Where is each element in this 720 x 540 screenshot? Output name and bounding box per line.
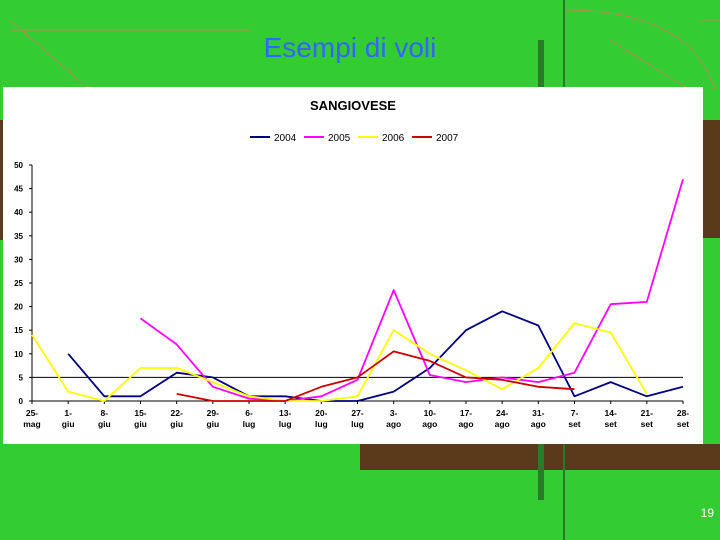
legend-label-2006: 2006 [382,133,405,144]
chart-axes: 0 5 10 15 20 25 30 35 40 45 50 25-mag 1-giu 8-giu 15-g… [14,161,689,429]
x-tick-label: 27-lug [351,408,364,429]
x-tick-label: 15-giu [134,408,147,429]
slide-number: 19 [700,506,714,520]
chart-panel: SANGIOVESE 2004 2005 2006 2007 0 5 10 15 20 25 30… [3,87,703,444]
chart-legend: 2004 2005 2006 2007 [250,133,459,144]
y-tick-label: 35 [14,232,23,241]
x-tick-label: 25-mag [23,408,40,429]
y-tick-label: 0 [19,397,24,406]
x-tick-label: 22-giu [170,408,183,429]
series-line-2007 [176,350,575,402]
series-line-2005 [139,178,684,402]
series-line-2004 [67,310,684,402]
chart-title: SANGIOVESE [310,98,396,113]
x-tick-label: 21-set [641,408,653,429]
x-tick-label: 6-lug [243,408,256,429]
y-tick-label: 30 [14,255,23,264]
x-tick-label: 1-giu [62,408,75,429]
x-tick-label: 8-giu [98,408,111,429]
x-tick-label: 24-ago [495,408,510,429]
x-tick-label: 13-lug [279,408,292,429]
x-tick-label: 10-ago [422,408,437,429]
legend-label-2005: 2005 [328,133,351,144]
legend-label-2004: 2004 [274,133,297,144]
line-chart: SANGIOVESE 2004 2005 2006 2007 0 5 10 15 20 25 30… [14,98,689,429]
legend-label-2007: 2007 [436,133,459,144]
x-tick-label: 7-set [568,408,580,429]
y-tick-label: 25 [14,279,23,288]
y-tick-label: 20 [14,303,23,312]
x-tick-label: 14-set [605,408,617,429]
y-tick-label: 5 [19,373,24,382]
series-line-2006 [31,322,648,402]
x-tick-label: 28-set [677,408,689,429]
y-tick-label: 45 [14,185,23,194]
x-tick-label: 17-ago [458,408,473,429]
slide-title: Esempi di voli [263,32,437,63]
y-tick-label: 40 [14,208,23,217]
y-tick-label: 50 [14,161,23,170]
decor-brown-band-right [700,120,720,238]
y-tick-label: 15 [14,326,23,335]
x-tick-label: 31-ago [531,408,546,429]
x-tick-label: 29-giu [206,408,219,429]
chart-series [31,178,684,402]
x-tick-label: 3-ago [386,408,401,429]
y-tick-label: 10 [14,350,23,359]
x-tick-label: 20-lug [315,408,328,429]
